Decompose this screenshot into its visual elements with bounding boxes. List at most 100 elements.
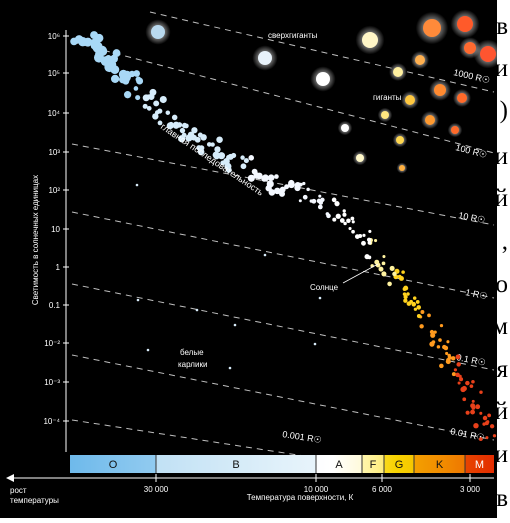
star-point [420,310,425,314]
star-point [473,423,479,429]
star-point [152,113,159,120]
spectral-class-label: A [335,459,343,471]
star-point [438,338,442,342]
star-point [387,281,392,287]
star-point [351,229,355,234]
star-point [455,354,461,360]
star-point [351,220,355,224]
star-point [343,221,347,226]
star-point [135,183,139,187]
x-tick-label: 3 000 [460,485,481,494]
star-point [443,345,449,351]
star-point [396,136,404,144]
y-ticks: 10⁶ 10⁵ 10⁴ 10³ 10² 10 1 0.1 10⁻² 10⁻³ 10⁻⁴ [43,32,69,426]
star-point [479,390,483,394]
star-point [318,194,322,198]
star-point [427,313,431,318]
star-point [153,100,160,107]
star-point [243,158,249,164]
star-point [240,163,247,170]
star-point [256,172,263,180]
star-point [457,16,473,32]
star-point [217,152,226,160]
star-point [110,74,120,83]
y-tick-label: 10² [48,186,60,195]
spectral-class-label: K [436,459,444,471]
star-point [358,234,363,238]
star-point [146,348,150,352]
star-point [166,122,174,130]
star-point [361,240,366,246]
star-point [197,148,205,156]
star-point [214,146,221,153]
star-point [181,132,187,138]
star-point [413,307,418,311]
star-point [485,436,489,440]
star-point [135,95,141,101]
star-point [436,345,441,349]
star-point [350,216,355,221]
x-arrow-head [6,474,14,482]
star-point [439,363,444,369]
star-point [451,356,456,361]
spectral-class-cell [316,455,362,473]
star-point [425,115,435,125]
star-point [274,174,279,179]
star-point [415,55,425,65]
star-point [263,253,267,257]
star-point [367,255,372,260]
star-point [406,301,412,306]
star-point [142,103,148,109]
x-axis-label: Температура поверхности, К [247,493,354,502]
star-point [401,270,405,274]
star-point [240,155,245,160]
star-point [258,51,272,65]
hr-diagram: 1000 R☉ 100 R☉ 10 R☉ 1 R☉ 0.1 R☉ 0.01 R☉ 0.001… [0,0,503,518]
sun-pointer [342,263,379,284]
star-point [248,155,255,161]
star-point [316,198,322,204]
spectral-class-cell [156,455,316,473]
star-point [332,217,337,222]
white-dwarfs-label-2: карлики [178,360,207,369]
star-point [366,237,372,242]
radius-line [71,283,495,371]
star-point [406,292,410,296]
star-point [339,218,345,223]
side-glyph: в [496,485,508,512]
star-point [191,127,198,134]
star-point [335,213,341,219]
star-point [439,323,444,328]
sun-label: Солнце [310,283,339,292]
star-point [374,238,378,243]
star-point [456,362,461,367]
star-point [146,106,152,111]
spectral-class-label: M [475,459,484,471]
star-point [346,218,351,223]
radius-line [71,354,495,441]
star-point [212,151,220,159]
spectral-class-cell [414,455,465,473]
star-point [159,95,167,104]
radius-line-label: 0.001 R☉ [282,429,323,445]
star-point [231,152,237,159]
star-point [368,229,372,234]
spectral-class-cell [362,455,384,473]
star-point [446,358,451,363]
star-point [451,372,456,377]
radius-line [71,41,495,154]
y-axis-label: Светимость в солнечных единицах [31,175,40,305]
y-tick-label: 10⁴ [48,109,61,118]
x-tick-label: 6 000 [372,485,393,494]
star-point [455,372,460,378]
star-point [381,111,389,119]
star-point [485,420,490,424]
y-tick-label: 10⁻² [44,339,60,348]
star-point [375,262,381,268]
star-point [453,368,457,372]
star-point [429,341,435,347]
star-point [416,305,421,310]
star-point [136,298,140,302]
star-point [210,142,215,147]
star-point [313,342,317,346]
